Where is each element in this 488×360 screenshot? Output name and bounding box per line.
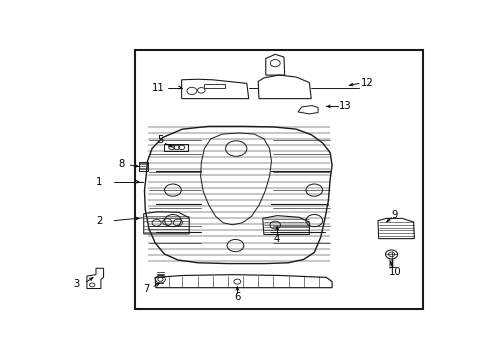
- Text: 13: 13: [338, 102, 351, 111]
- Text: 6: 6: [234, 292, 240, 302]
- Text: 4: 4: [273, 234, 280, 244]
- Text: 7: 7: [143, 284, 149, 293]
- Text: 8: 8: [118, 159, 124, 169]
- Text: 12: 12: [360, 77, 373, 87]
- Bar: [135, 50, 422, 309]
- Text: 9: 9: [390, 210, 397, 220]
- Text: 2: 2: [96, 216, 102, 226]
- Bar: [204, 84, 225, 88]
- Text: 5: 5: [157, 135, 163, 145]
- Text: 1: 1: [96, 177, 102, 187]
- Text: 3: 3: [73, 279, 79, 289]
- Text: 11: 11: [151, 82, 164, 93]
- Text: 10: 10: [388, 267, 401, 277]
